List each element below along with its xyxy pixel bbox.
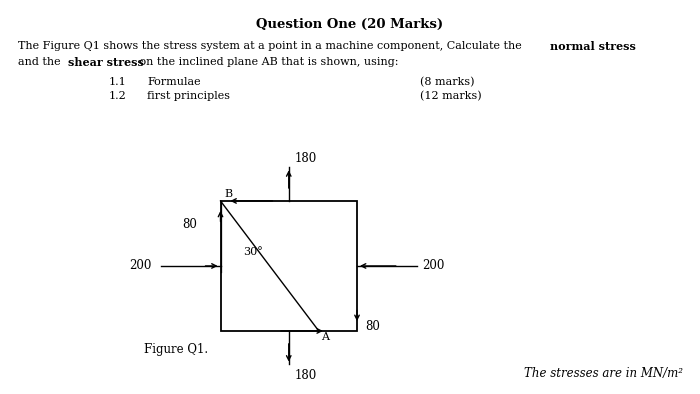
Text: 1.2: 1.2 <box>108 91 126 101</box>
Text: The stresses are in MN/m²: The stresses are in MN/m² <box>524 367 682 380</box>
Text: 80: 80 <box>365 320 380 333</box>
Text: 180: 180 <box>294 152 316 165</box>
Text: 200: 200 <box>422 260 444 272</box>
Text: (12 marks): (12 marks) <box>420 91 482 102</box>
Bar <box>220 201 357 331</box>
Text: first principles: first principles <box>147 91 230 101</box>
Text: 180: 180 <box>294 369 316 382</box>
Text: 1.1: 1.1 <box>108 77 126 87</box>
Text: A: A <box>321 332 329 342</box>
Text: B: B <box>225 189 233 199</box>
Text: on the inclined plane AB that is shown, using:: on the inclined plane AB that is shown, … <box>136 57 399 67</box>
Text: Question One (20 Marks): Question One (20 Marks) <box>256 18 444 31</box>
Text: and the: and the <box>18 57 64 67</box>
Text: Figure Q1.: Figure Q1. <box>144 343 208 356</box>
Text: 200: 200 <box>130 260 152 272</box>
Text: 30°: 30° <box>243 247 262 257</box>
Text: shear stress: shear stress <box>68 57 144 68</box>
Text: normal stress: normal stress <box>550 41 636 52</box>
Text: 80: 80 <box>182 218 197 231</box>
Text: Formulae: Formulae <box>147 77 201 87</box>
Text: The Figure Q1 shows the stress system at a point in a machine component, Calcula: The Figure Q1 shows the stress system at… <box>18 41 525 51</box>
Text: (8 marks): (8 marks) <box>420 77 475 87</box>
